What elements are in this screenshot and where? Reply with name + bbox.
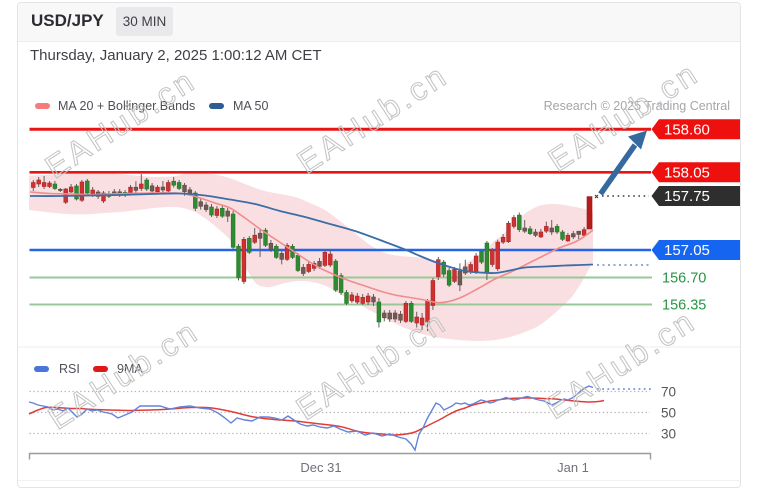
svg-text:EAHub.cn: EAHub.cn [290,303,454,427]
svg-text:158.05: 158.05 [664,165,710,182]
svg-text:156.70: 156.70 [662,271,706,287]
svg-text:70: 70 [661,385,676,400]
svg-text:EAHub.cn: EAHub.cn [42,312,206,436]
svg-text:Dec 31: Dec 31 [300,460,341,475]
svg-text:EAHub.cn: EAHub.cn [539,302,703,426]
svg-text:30: 30 [661,427,676,442]
svg-text:EAHub.cn: EAHub.cn [291,56,455,180]
svg-text:EAHub.cn: EAHub.cn [39,61,203,185]
svg-text:Jan 1: Jan 1 [557,460,589,475]
svg-text:158.60: 158.60 [664,122,710,139]
svg-text:157.05: 157.05 [664,242,710,259]
svg-text:156.35: 156.35 [662,298,706,314]
svg-text:50: 50 [661,406,676,421]
svg-text:157.75: 157.75 [664,188,710,205]
